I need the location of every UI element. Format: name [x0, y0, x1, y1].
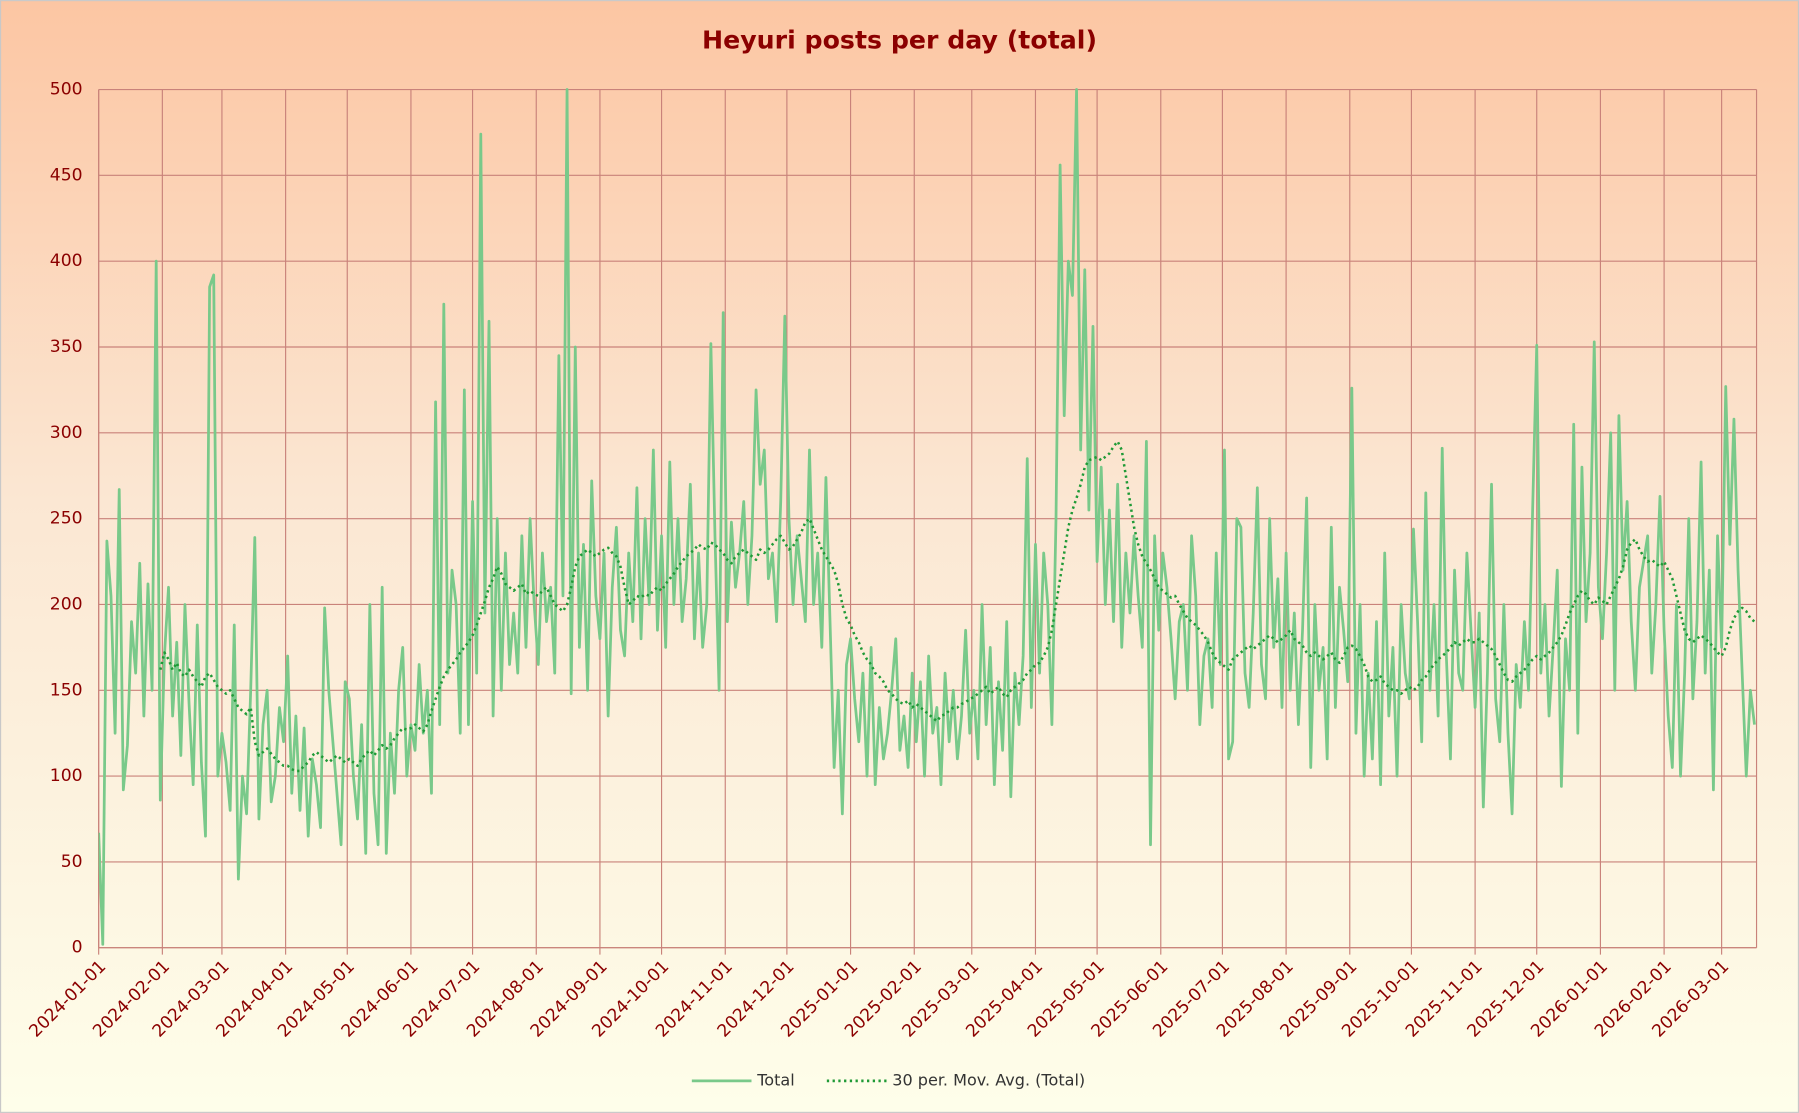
- series-line: [98, 88, 1756, 946]
- grid: [98, 88, 1758, 955]
- y-tick-label: 350: [50, 337, 83, 357]
- legend-label: 30 per. Mov. Avg. (Total): [892, 1070, 1085, 1089]
- series-line: [159, 440, 1756, 773]
- plot: [98, 88, 1756, 946]
- y-tick-label: 300: [50, 423, 83, 443]
- y-tick-label: 250: [50, 509, 83, 529]
- y-tick-label: 200: [50, 594, 83, 614]
- y-tick-label: 50: [61, 852, 83, 872]
- y-tick-label: 500: [50, 80, 83, 100]
- legend-label: Total: [756, 1070, 794, 1089]
- y-tick-label: 100: [50, 766, 83, 786]
- legend: Total 30 per. Mov. Avg. (Total): [691, 1070, 1085, 1089]
- y-tick-label: 400: [50, 251, 83, 271]
- y-tick-label: 450: [50, 165, 83, 185]
- y-tick-label: 150: [50, 680, 83, 700]
- chart-title: Heyuri posts per day (total): [702, 25, 1097, 54]
- y-tick-label: 0: [72, 938, 83, 958]
